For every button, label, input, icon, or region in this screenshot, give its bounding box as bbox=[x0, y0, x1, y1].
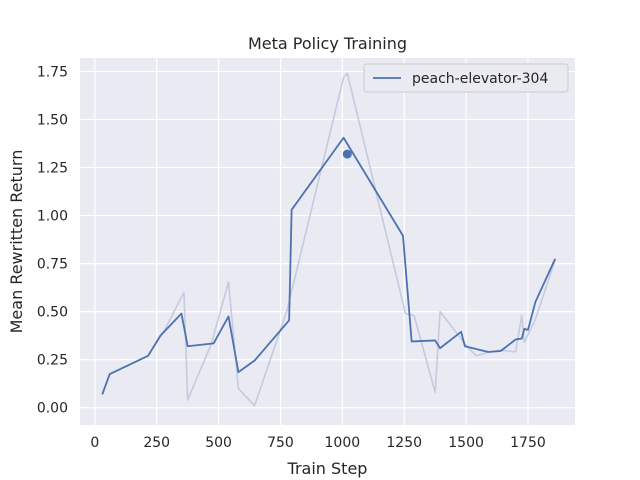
x-tick-label: 1250 bbox=[386, 435, 422, 451]
x-tick-label: 1750 bbox=[510, 435, 546, 451]
x-tick-label: 750 bbox=[267, 435, 294, 451]
legend: peach-elevator-304 bbox=[363, 63, 569, 93]
y-tick-label: 0.25 bbox=[37, 353, 68, 369]
y-tick-label: 0.75 bbox=[37, 257, 68, 273]
x-tick-label: 500 bbox=[205, 435, 232, 451]
y-tick-label: 1.50 bbox=[37, 112, 68, 128]
plot-area bbox=[80, 58, 575, 425]
x-tick-label: 0 bbox=[90, 435, 99, 451]
legend-box bbox=[363, 63, 569, 93]
y-tick-label: 0.00 bbox=[37, 401, 68, 417]
chart-title: Meta Policy Training bbox=[248, 34, 407, 53]
y-tick-label: 0.50 bbox=[37, 305, 68, 321]
x-tick-label: 1000 bbox=[325, 435, 361, 451]
y-tick-label: 1.25 bbox=[37, 161, 68, 177]
y-axis-label: Mean Rewritten Return bbox=[7, 150, 26, 334]
tick-labels: 0 250 500 750 1000 1250 1500 1750 0.00 0.25 0.50 0.… bbox=[37, 64, 546, 451]
x-tick-label: 1500 bbox=[448, 435, 484, 451]
smoothed-series-line bbox=[101, 136, 557, 395]
x-tick-label: 250 bbox=[143, 435, 170, 451]
x-axis-label: Train Step bbox=[287, 459, 368, 478]
y-tick-label: 1.00 bbox=[37, 209, 68, 225]
legend-entry-label: peach-elevator-304 bbox=[412, 71, 548, 87]
y-tick-label: 1.75 bbox=[37, 64, 68, 80]
current-point-marker bbox=[342, 149, 352, 159]
smoothed-series bbox=[101, 136, 557, 395]
